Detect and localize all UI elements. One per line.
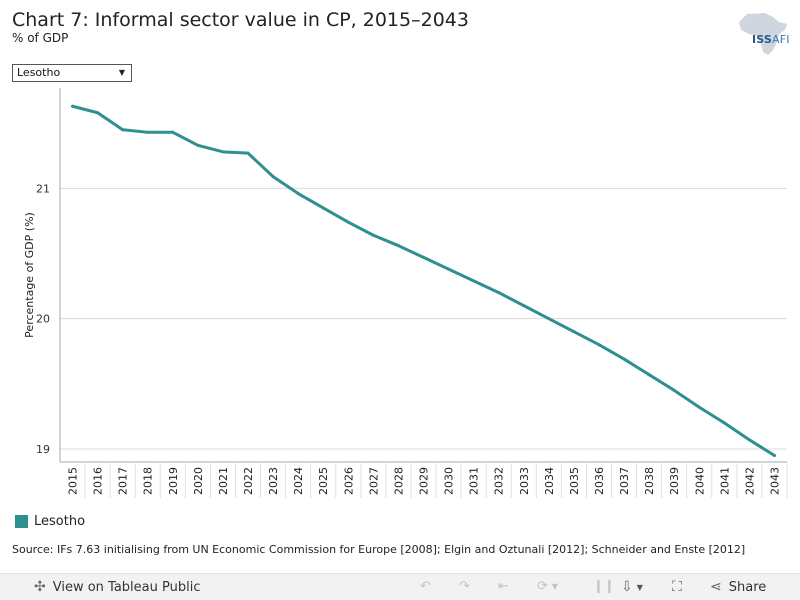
x-tick-label: 2019 [167, 467, 180, 495]
data-point [346, 220, 350, 224]
legend-label: Lesotho [34, 514, 86, 529]
iss-logo: ISSAFI [752, 33, 790, 46]
tableau-icon: ✣ [34, 579, 46, 595]
x-tick-label: 2043 [768, 467, 781, 495]
data-point [171, 130, 175, 134]
view-on-tableau-button[interactable]: ✣ View on Tableau Public [34, 579, 200, 595]
undo-button[interactable]: ↶ [420, 579, 431, 594]
data-point [497, 291, 501, 295]
x-tick-label: 2021 [217, 467, 230, 495]
fullscreen-icon: ⛶ [672, 579, 682, 595]
x-tick-label: 2025 [317, 467, 330, 495]
data-point [422, 255, 425, 259]
x-tick-label: 2023 [267, 467, 280, 495]
y-axis-title: Percentage of GDP (%) [23, 212, 36, 338]
share-button[interactable]: ⋖ Share [710, 579, 766, 595]
series-line-lesotho [71, 104, 776, 457]
x-tick-label: 2016 [92, 467, 105, 495]
undo-icon: ↶ [420, 579, 431, 594]
data-point [647, 373, 651, 377]
x-tick-label: 2029 [418, 467, 431, 495]
data-point [271, 175, 275, 179]
caret-down-icon: ▼ [118, 68, 125, 77]
data-point [246, 151, 250, 155]
y-tick-label: 19 [36, 443, 50, 456]
revert-button[interactable]: ⇤ [498, 579, 509, 594]
share-label: Share [728, 579, 767, 595]
redo-icon: ↷ [459, 579, 470, 594]
x-tick-label: 2041 [718, 467, 731, 495]
data-point [772, 453, 776, 457]
data-point [396, 244, 400, 248]
x-tick-label: 2024 [292, 467, 305, 495]
x-tick-label: 2035 [568, 467, 581, 495]
caret-down-icon: ▼ [636, 582, 643, 592]
pause-icon: ❙❙ [593, 579, 615, 594]
data-point [121, 128, 125, 132]
redo-button[interactable]: ↷ [459, 579, 470, 594]
x-tick-label: 2028 [392, 467, 405, 495]
country-filter-dropdown[interactable]: Lesotho ▼ [12, 64, 132, 82]
data-point [747, 438, 751, 442]
country-filter-value: Lesotho [17, 66, 61, 79]
data-point [472, 279, 476, 283]
data-point [522, 304, 526, 308]
data-point [697, 405, 701, 409]
data-point [547, 317, 551, 321]
x-tick-label: 2038 [643, 467, 656, 495]
data-point [447, 267, 451, 271]
x-tick-label: 2015 [67, 467, 80, 495]
pause-button[interactable]: ❙❙ [593, 579, 615, 594]
y-tick-label: 21 [36, 182, 50, 195]
x-tick-label: 2034 [543, 467, 556, 495]
chart-title: Chart 7: Informal sector value in CP, 20… [12, 9, 469, 31]
fullscreen-button[interactable]: ⛶ [672, 579, 682, 595]
data-point [321, 206, 325, 210]
x-tick-label: 2027 [367, 467, 380, 495]
data-point [672, 388, 676, 392]
x-tick-label: 2042 [743, 467, 756, 495]
data-point [71, 104, 75, 108]
revert-icon: ⇤ [498, 579, 509, 594]
x-tick-label: 2031 [468, 467, 481, 495]
x-tick-label: 2039 [668, 467, 681, 495]
download-button[interactable]: ⇩ ▼ [621, 579, 643, 595]
x-tick-label: 2018 [142, 467, 155, 495]
data-point [371, 233, 375, 237]
x-tick-label: 2033 [518, 467, 531, 495]
data-point [196, 143, 200, 147]
x-tick-label: 2040 [693, 467, 706, 495]
refresh-icon: ⟳ [537, 579, 548, 594]
data-point [597, 343, 601, 347]
x-tick-label: 2036 [593, 467, 606, 495]
x-tick-label: 2032 [493, 467, 506, 495]
x-tick-label: 2026 [342, 467, 355, 495]
x-tick-label: 2017 [117, 467, 130, 495]
data-point [296, 192, 300, 196]
x-tick-label: 2022 [242, 467, 255, 495]
download-icon: ⇩ [621, 579, 633, 595]
y-tick-label: 20 [36, 313, 50, 326]
data-point [622, 357, 626, 361]
view-on-tableau-label: View on Tableau Public [52, 579, 201, 595]
x-tick-label: 2030 [443, 467, 456, 495]
data-point [722, 421, 726, 425]
data-point [221, 150, 225, 154]
chart-subtitle: % of GDP [12, 31, 69, 45]
refresh-button[interactable]: ⟳ ▼ [537, 579, 558, 594]
share-icon: ⋖ [710, 579, 722, 595]
data-point [96, 111, 100, 115]
tableau-toolbar: ✣ View on Tableau Public ↶ ↷ ⇤ ⟳ ▼ ❙❙ ⇩ ▼ … [0, 573, 800, 600]
x-tick-label: 2037 [618, 467, 631, 495]
x-tick-label: 2020 [192, 467, 205, 495]
data-point [572, 330, 576, 334]
source-note: Source: IFs 7.63 initialising from UN Ec… [12, 543, 746, 556]
caret-down-icon: ▼ [551, 582, 559, 591]
legend-swatch [15, 515, 28, 528]
legend: Lesotho [15, 514, 85, 529]
data-point [146, 130, 150, 134]
africa-map-icon [739, 13, 787, 55]
